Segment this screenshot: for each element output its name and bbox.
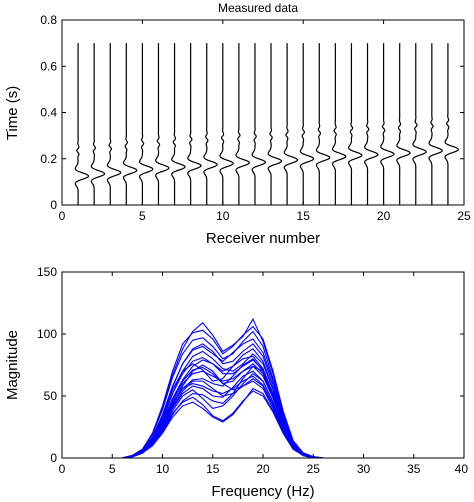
seismic-trace bbox=[444, 43, 460, 205]
bottom-x-tick-label: 40 bbox=[455, 462, 469, 476]
bottom-chart-lines bbox=[72, 317, 464, 459]
top-x-tick-label: 25 bbox=[457, 209, 471, 223]
bottom-y-tick-label: 0 bbox=[50, 451, 57, 465]
bottom-x-tick-label: 15 bbox=[206, 462, 220, 476]
top-x-tick-label: 15 bbox=[297, 209, 311, 223]
top-chart-tick-labels: 0 5 10 15 20 25 0 0.2 0.4 0.6 0.8 bbox=[40, 13, 471, 223]
seismic-trace bbox=[299, 43, 315, 205]
bottom-y-tick-label: 150 bbox=[37, 265, 57, 279]
bottom-x-tick-label: 25 bbox=[307, 462, 321, 476]
seismic-trace bbox=[235, 43, 250, 205]
seismic-trace bbox=[251, 43, 267, 205]
bottom-x-tick-label: 10 bbox=[156, 462, 170, 476]
seismic-trace bbox=[364, 43, 379, 205]
top-chart-ticks bbox=[61, 19, 465, 206]
bottom-x-tick-label: 30 bbox=[357, 462, 371, 476]
seismic-trace bbox=[90, 43, 106, 205]
top-x-tick-label: 10 bbox=[216, 209, 230, 223]
seismic-traces-chart: Measured data 0 5 10 15 20 25 0 0.2 0.4 0.6 0.8 Re… bbox=[4, 1, 471, 247]
seismic-trace bbox=[203, 43, 218, 205]
top-chart-y-axis-label: Time (s) bbox=[4, 86, 21, 140]
top-y-tick-label: 0.2 bbox=[40, 152, 57, 166]
top-x-tick-label: 0 bbox=[59, 209, 66, 223]
seismic-trace bbox=[138, 43, 154, 205]
top-chart-x-axis-label: Receiver number bbox=[206, 230, 320, 247]
seismic-trace bbox=[412, 43, 427, 205]
seismic-trace bbox=[396, 43, 411, 205]
spectrum-line bbox=[72, 364, 464, 459]
bottom-chart-tick-labels: 0 5 10 15 20 25 30 35 40 0 50 100 150 bbox=[37, 265, 468, 476]
bottom-y-tick-label: 50 bbox=[44, 389, 58, 403]
seismic-trace bbox=[106, 43, 122, 205]
seismic-trace bbox=[267, 43, 283, 205]
seismic-trace bbox=[331, 43, 347, 205]
seismic-trace bbox=[122, 43, 138, 205]
seismic-trace bbox=[315, 43, 331, 205]
top-y-tick-label: 0.4 bbox=[40, 106, 57, 120]
top-x-tick-label: 20 bbox=[377, 209, 391, 223]
top-chart-traces bbox=[74, 43, 460, 205]
bottom-chart-x-axis-label: Frequency (Hz) bbox=[211, 483, 314, 500]
seismic-trace bbox=[219, 43, 234, 205]
seismic-trace bbox=[187, 43, 202, 205]
top-y-tick-label: 0.8 bbox=[40, 13, 57, 27]
top-chart-title: Measured data bbox=[218, 1, 298, 15]
seismic-trace bbox=[74, 43, 90, 205]
top-x-tick-label: 5 bbox=[139, 209, 146, 223]
bottom-x-tick-label: 35 bbox=[407, 462, 421, 476]
seismic-trace bbox=[380, 43, 395, 205]
bottom-chart-frame bbox=[61, 271, 465, 459]
top-y-tick-label: 0.6 bbox=[40, 59, 57, 73]
seismic-trace bbox=[171, 43, 186, 205]
top-chart-frame bbox=[61, 19, 465, 206]
top-y-tick-label: 0 bbox=[50, 198, 57, 212]
seismic-trace bbox=[428, 43, 443, 205]
seismic-trace bbox=[155, 43, 170, 205]
bottom-y-tick-label: 100 bbox=[37, 327, 57, 341]
spectrum-chart: 0 5 10 15 20 25 30 35 40 0 50 100 150 Frequency (Hz)… bbox=[4, 265, 468, 500]
bottom-x-tick-label: 20 bbox=[256, 462, 270, 476]
bottom-chart-y-axis-label: Magnitude bbox=[4, 330, 21, 400]
spectrum-line bbox=[72, 390, 464, 459]
seismic-trace bbox=[283, 43, 299, 205]
bottom-x-tick-label: 5 bbox=[109, 462, 116, 476]
spectrum-line bbox=[72, 356, 464, 459]
bottom-x-tick-label: 0 bbox=[59, 462, 66, 476]
seismic-trace bbox=[347, 43, 363, 205]
